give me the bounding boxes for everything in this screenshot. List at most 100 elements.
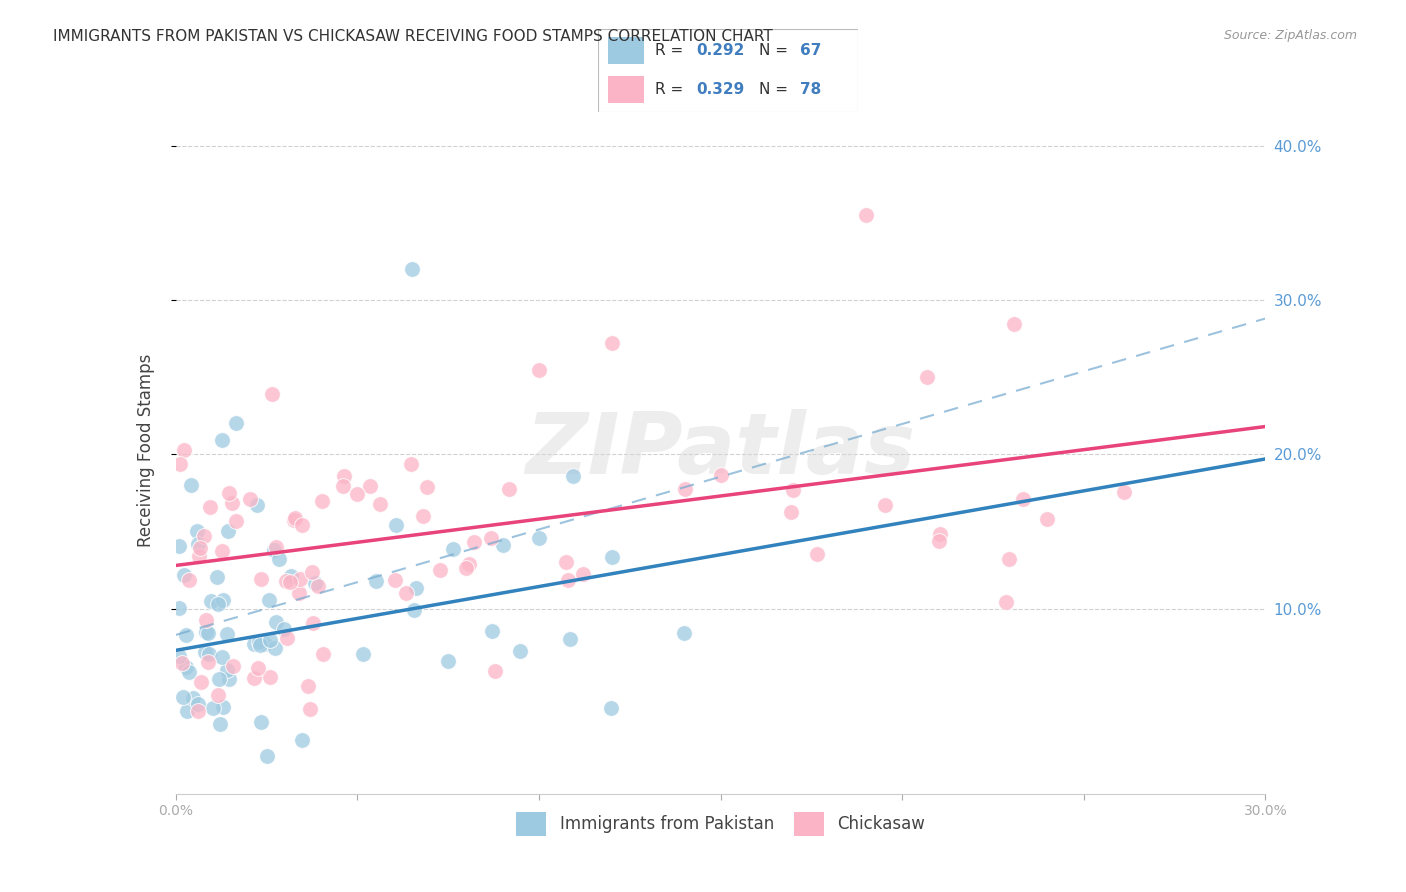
Point	[463, 534, 485, 549]
Y-axis label: Receiving Food Stamps: Receiving Food Stamps	[136, 354, 155, 547]
Point	[562, 468, 585, 483]
Point	[600, 701, 623, 715]
FancyBboxPatch shape	[598, 29, 858, 112]
Point	[311, 493, 333, 508]
Point	[194, 645, 217, 659]
Point	[1011, 492, 1033, 507]
Text: 0.292: 0.292	[696, 43, 745, 58]
Point	[302, 616, 325, 631]
Point	[288, 586, 311, 600]
Point	[188, 549, 211, 564]
Point	[441, 541, 464, 556]
Point	[557, 573, 579, 587]
Point	[266, 540, 288, 554]
Point	[299, 701, 322, 715]
Text: Source: ZipAtlas.com: Source: ZipAtlas.com	[1223, 29, 1357, 42]
Point	[437, 655, 460, 669]
Text: N =: N =	[759, 43, 793, 58]
Point	[527, 363, 550, 377]
Point	[221, 496, 243, 510]
Point	[172, 690, 194, 705]
Text: N =: N =	[759, 82, 793, 97]
Point	[346, 487, 368, 501]
Point	[498, 482, 520, 496]
Text: IMMIGRANTS FROM PAKISTAN VS CHICKASAW RECEIVING FOOD STAMPS CORRELATION CHART: IMMIGRANTS FROM PAKISTAN VS CHICKASAW RE…	[53, 29, 773, 44]
Point	[402, 602, 425, 616]
Point	[385, 517, 408, 532]
Point	[481, 624, 503, 639]
Point	[675, 482, 697, 496]
Point	[283, 513, 305, 527]
Point	[250, 714, 273, 729]
Point	[779, 505, 801, 519]
Point	[170, 656, 193, 670]
Point	[193, 529, 215, 543]
Point	[187, 698, 209, 712]
Point	[429, 563, 451, 577]
Point	[200, 594, 222, 608]
Point	[215, 663, 238, 677]
Point	[177, 665, 200, 680]
Point	[291, 517, 314, 532]
Point	[288, 572, 311, 586]
Point	[179, 573, 201, 587]
Point	[263, 543, 285, 558]
Point	[197, 655, 219, 669]
Point	[915, 369, 938, 384]
Point	[256, 748, 278, 763]
Point	[195, 614, 218, 628]
Point	[806, 547, 828, 561]
Point	[1036, 512, 1059, 526]
Point	[187, 537, 209, 551]
Point	[169, 457, 191, 471]
Point	[259, 632, 281, 647]
Point	[572, 566, 595, 581]
Point	[173, 443, 195, 458]
Point	[198, 647, 221, 661]
Legend: Immigrants from Pakistan, Chickasaw: Immigrants from Pakistan, Chickasaw	[508, 804, 934, 844]
Point	[457, 557, 479, 571]
Point	[492, 538, 515, 552]
Point	[190, 674, 212, 689]
Point	[186, 524, 208, 538]
Point	[280, 569, 302, 583]
Point	[169, 600, 191, 615]
Point	[873, 498, 896, 512]
Point	[284, 511, 307, 525]
Point	[218, 672, 240, 686]
Point	[352, 647, 374, 661]
Point	[247, 660, 270, 674]
Point	[202, 701, 225, 715]
Point	[412, 509, 434, 524]
Point	[673, 626, 696, 640]
Point	[262, 387, 284, 401]
Point	[211, 434, 233, 448]
Point	[169, 540, 191, 554]
Point	[929, 526, 952, 541]
Point	[249, 638, 271, 652]
Point	[600, 549, 623, 564]
Point	[259, 670, 281, 684]
Point	[239, 491, 262, 506]
Text: R =: R =	[655, 43, 688, 58]
Point	[855, 208, 877, 222]
Point	[307, 579, 329, 593]
Point	[560, 632, 582, 646]
Point	[995, 595, 1018, 609]
Point	[278, 575, 301, 590]
Text: 67: 67	[800, 43, 823, 58]
Point	[332, 479, 354, 493]
Point	[301, 565, 323, 579]
Point	[276, 631, 298, 645]
Point	[456, 561, 478, 575]
Point	[297, 679, 319, 693]
Point	[600, 335, 623, 350]
Bar	[607, 76, 644, 103]
Point	[364, 574, 387, 589]
Text: 0.329: 0.329	[696, 82, 745, 97]
Point	[394, 586, 416, 600]
Point	[401, 457, 423, 471]
Point	[267, 552, 290, 566]
Point	[211, 650, 233, 665]
Point	[782, 483, 804, 497]
